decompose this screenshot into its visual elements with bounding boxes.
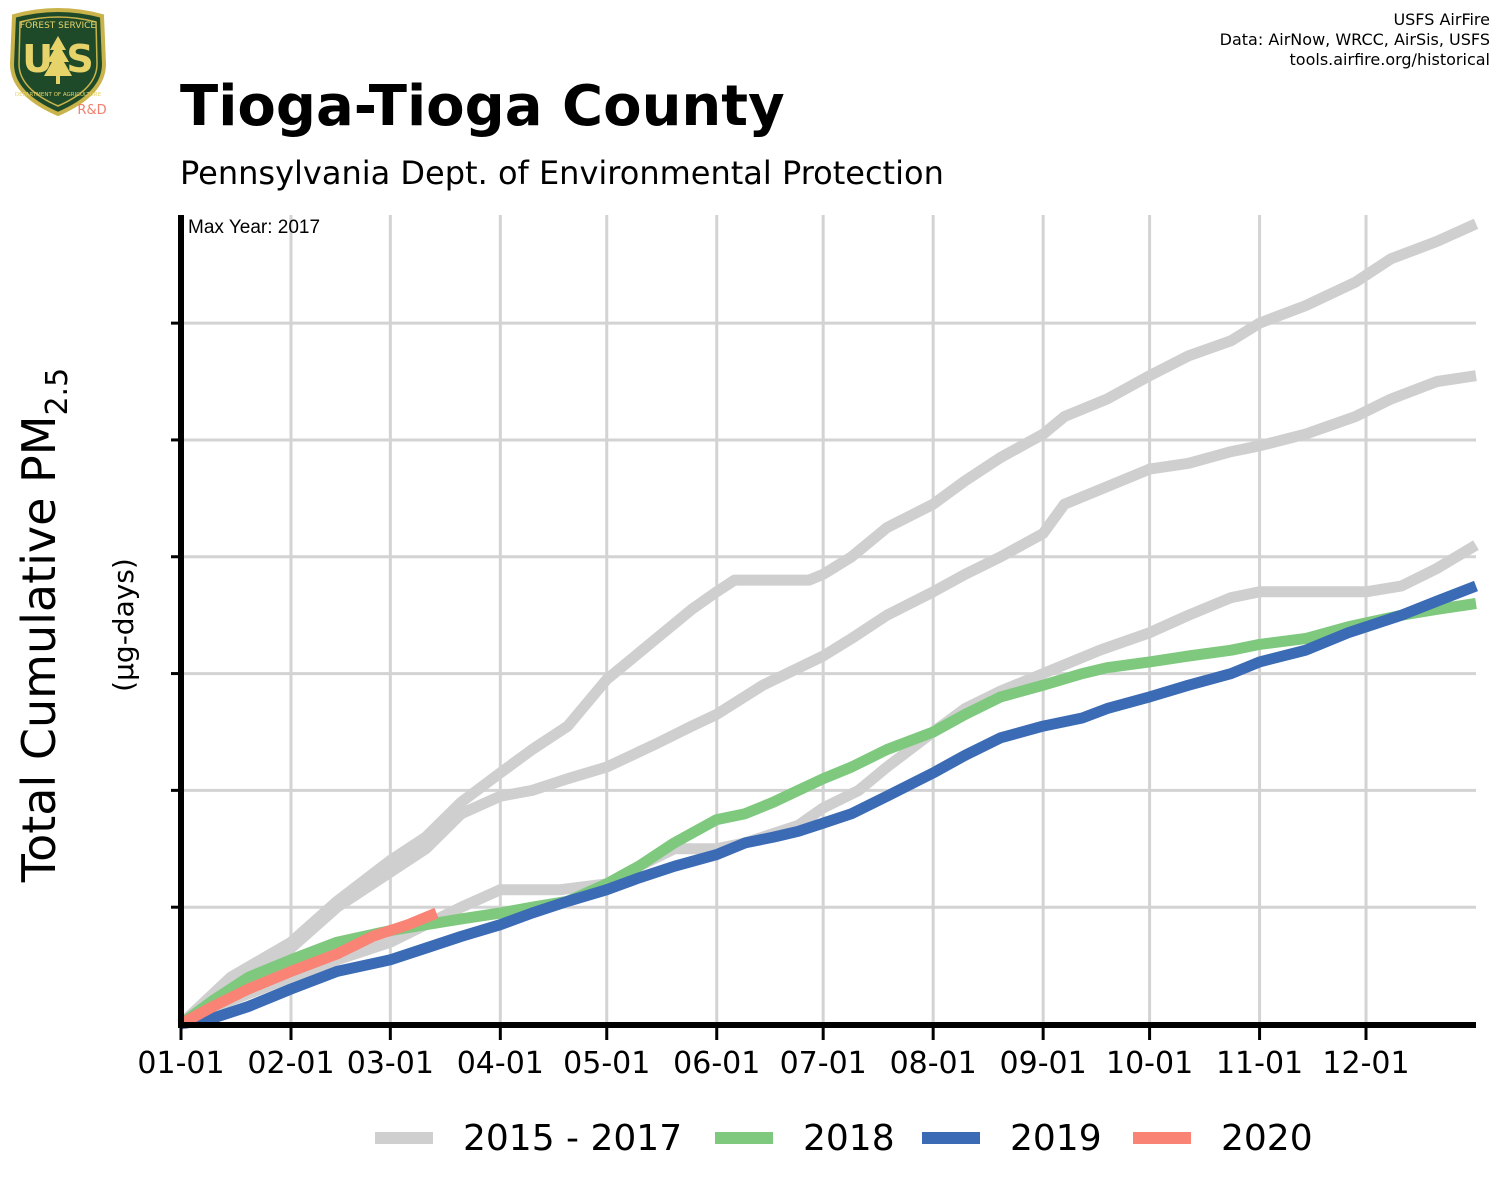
max-year-annotation: Max Year: 2017 (188, 217, 320, 238)
y-axis-label-main: Total Cumulative PM (12, 416, 66, 884)
x-tick-label: 12-01 (1322, 1046, 1409, 1081)
legend-swatch (922, 1132, 980, 1144)
legend-label: 2019 (1010, 1117, 1102, 1159)
legend-label: 2020 (1221, 1117, 1313, 1159)
series-line-y2019-4 (180, 580, 1478, 1030)
x-tick-label: 01-01 (137, 1046, 224, 1081)
legend-swatch (375, 1132, 433, 1144)
x-tick-label: 05-01 (563, 1046, 650, 1081)
legend-item: 2019 (922, 1108, 1102, 1168)
x-tick-label: 08-01 (890, 1046, 977, 1081)
x-tick-label: 06-01 (673, 1046, 760, 1081)
x-tick-label: 10-01 (1106, 1046, 1193, 1081)
credit-line: Data: AirNow, WRCC, AirSis, USFS (1219, 30, 1490, 49)
y-axis-units: (µg-days) (107, 558, 140, 692)
legend-item: 2018 (715, 1108, 895, 1168)
legend: 2015 - 2017 2018 2019 2020 (0, 1108, 1500, 1168)
data-credits: USFS AirFire Data: AirNow, WRCC, AirSis,… (1220, 10, 1490, 70)
y-axis-label: Total Cumulative PM2.5 (12, 368, 75, 883)
legend-swatch (1133, 1132, 1191, 1144)
legend-item: 2020 (1133, 1108, 1313, 1168)
logo-bottom-text: DEPARTMENT OF AGRICULTURE (15, 92, 102, 98)
x-tick-label: 09-01 (1000, 1046, 1087, 1081)
legend-swatch (715, 1132, 773, 1144)
logo-rd-tag: R&D (77, 103, 106, 118)
x-tick-label: 02-01 (247, 1046, 334, 1081)
series-line-y2020-5 (178, 907, 439, 1029)
chart-title: Tioga-Tioga County (180, 74, 785, 139)
credit-line: USFS AirFire (1393, 10, 1490, 29)
usfs-logo: FOREST SERVICE U S DEPARTMENT OF AGRICUL… (9, 8, 107, 118)
credit-line: tools.airfire.org/historical (1289, 50, 1490, 69)
x-tick-label: 03-01 (347, 1046, 434, 1081)
y-axis-label-subscript: 2.5 (40, 368, 75, 416)
legend-label: 2018 (803, 1117, 895, 1159)
series-line-historical-2 (178, 540, 1479, 1029)
legend-label: 2015 - 2017 (463, 1117, 683, 1159)
cumulative-pm-chart: 01-01 02-01 03-01 04-01 05-01 06-01 07-01 08-01… (12, 215, 1479, 1081)
legend-item: 2015 - 2017 (375, 1108, 682, 1168)
series-line-historical-0 (177, 218, 1479, 1029)
series-line-historical-1 (177, 370, 1477, 1029)
x-tick-label: 11-01 (1216, 1046, 1303, 1081)
chart-subtitle: Pennsylvania Dept. of Environmental Prot… (180, 154, 944, 192)
x-tick-label: 07-01 (780, 1046, 867, 1081)
logo-top-text: FOREST SERVICE (20, 21, 97, 31)
x-tick-label: 04-01 (457, 1046, 544, 1081)
